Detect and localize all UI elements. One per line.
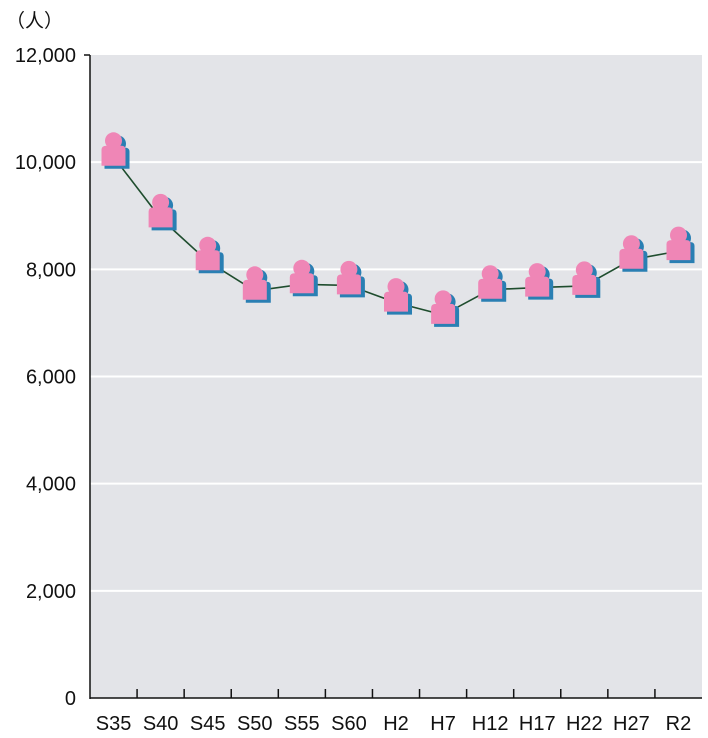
gridlines — [90, 161, 702, 592]
x-tick-label: H27 — [613, 713, 650, 735]
x-tick-label: R2 — [666, 713, 692, 735]
x-tick-label: S50 — [237, 713, 273, 735]
person-icon — [431, 290, 460, 327]
y-tick-label: 6,000 — [26, 367, 76, 389]
x-tick-label: H22 — [566, 713, 603, 735]
axes — [84, 54, 702, 699]
person-icon — [525, 263, 554, 300]
person-icon — [619, 235, 648, 272]
y-tick-label: 0 — [65, 688, 76, 710]
person-icon — [666, 226, 695, 264]
person-icon — [289, 259, 318, 297]
person-icon — [148, 193, 177, 231]
data-markers — [101, 132, 695, 327]
y-axis-unit-label: （人） — [6, 10, 63, 32]
y-tick-label: 4,000 — [26, 474, 76, 496]
x-tick-label: S35 — [96, 713, 132, 735]
person-icon — [572, 261, 601, 298]
x-tick-label: H7 — [430, 713, 456, 735]
person-icon — [336, 260, 365, 298]
x-tick-label: H2 — [383, 713, 409, 735]
x-tick-label: S40 — [143, 713, 179, 735]
x-tick-label: S55 — [284, 713, 320, 735]
y-tick-label: 10,000 — [15, 152, 76, 174]
x-tick-label: S60 — [331, 713, 367, 735]
x-tick-label: H12 — [472, 713, 509, 735]
x-tick-label: S45 — [190, 713, 226, 735]
person-icon — [242, 266, 271, 303]
person-icon — [195, 236, 224, 274]
y-tick-label: 12,000 — [15, 45, 76, 67]
y-tick-label: 2,000 — [26, 581, 76, 603]
person-icon — [478, 265, 507, 302]
person-icon — [101, 132, 130, 169]
x-axis-ticks: S35 S40 S45 S50 S55 S60 H2 H7 H12 H17 H22 H27 R2 — [96, 689, 692, 735]
y-tick-label: 8,000 — [26, 259, 76, 281]
y-axis-ticks: 0 2,000 4,000 6,000 8,000 10,000 12,000 — [15, 45, 76, 710]
x-tick-label: H17 — [519, 713, 556, 735]
person-icon — [384, 278, 412, 315]
